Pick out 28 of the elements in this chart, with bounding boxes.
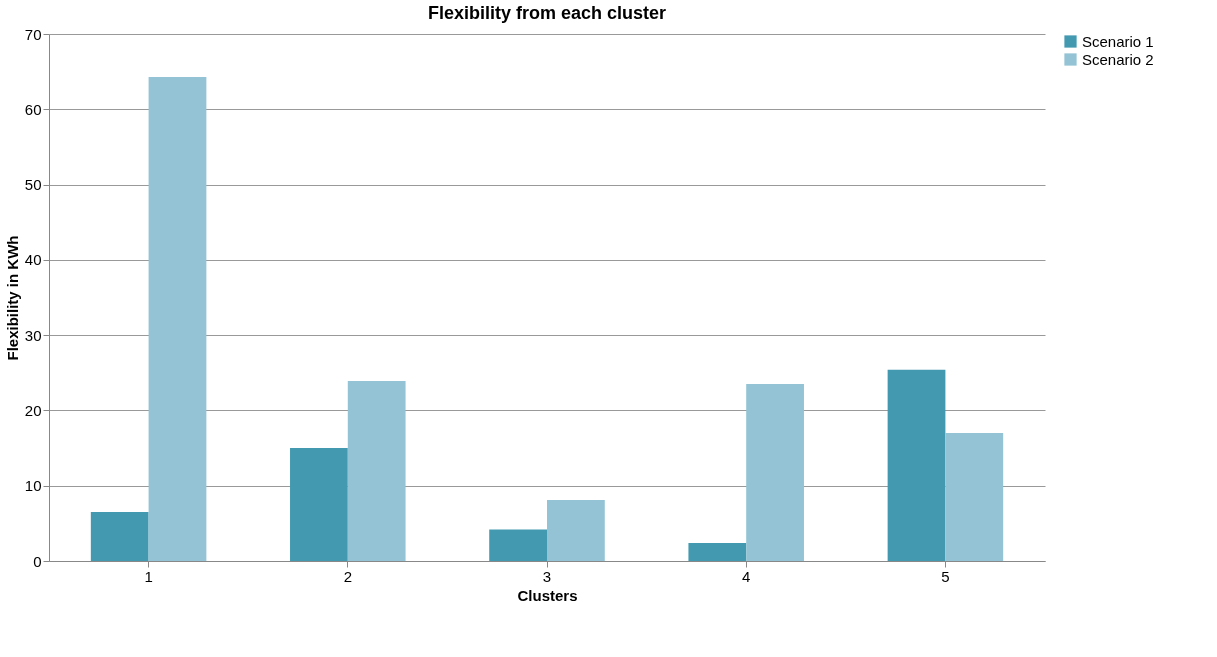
bar bbox=[290, 448, 348, 561]
bar bbox=[945, 433, 1004, 561]
bar bbox=[547, 500, 605, 561]
x-tick-label: 2 bbox=[343, 567, 352, 585]
y-tick-label: 70 bbox=[24, 25, 42, 43]
y-tick-label: 20 bbox=[24, 401, 42, 419]
x-axis-title: Clusters bbox=[517, 586, 578, 604]
bar bbox=[347, 381, 406, 561]
chart-title: Flexibility from each cluster bbox=[427, 3, 667, 23]
bar bbox=[887, 369, 946, 561]
y-tick-label: 60 bbox=[24, 100, 42, 118]
bar bbox=[688, 542, 747, 561]
x-tick-label: 3 bbox=[542, 567, 552, 585]
y-axis-title: Flexibility in KWh bbox=[3, 235, 21, 361]
x-tick-label: 1 bbox=[144, 567, 153, 585]
bar bbox=[90, 512, 149, 561]
y-tick-label: 50 bbox=[24, 176, 42, 194]
bar bbox=[746, 384, 804, 561]
x-tick-label: 4 bbox=[742, 567, 751, 585]
y-tick-label: 10 bbox=[24, 477, 42, 495]
x-tick-label: 5 bbox=[941, 567, 950, 585]
y-tick-label: 40 bbox=[24, 251, 42, 269]
bar bbox=[489, 529, 547, 561]
legend-label: Scenario 2 bbox=[1082, 50, 1154, 68]
legend-label: Scenario 1 bbox=[1082, 32, 1154, 50]
y-tick-label: 30 bbox=[24, 326, 42, 344]
bar bbox=[148, 76, 207, 561]
y-tick-label: 0 bbox=[33, 552, 42, 570]
